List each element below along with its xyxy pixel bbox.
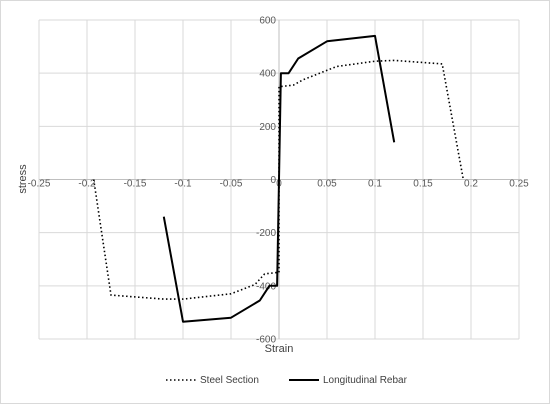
series-lines bbox=[92, 34, 465, 323]
y-tick-label: 400 bbox=[259, 69, 276, 80]
x-tick-label: -0.15 bbox=[124, 179, 147, 190]
x-tick-label: 0.25 bbox=[509, 179, 529, 190]
x-tick-label: -0.1 bbox=[174, 179, 192, 190]
x-tick-label: -0.05 bbox=[220, 179, 243, 190]
y-tick-label: 200 bbox=[259, 122, 276, 133]
legend: Steel Section Longitudinal Rebar bbox=[166, 375, 408, 386]
y-axis-title: stress bbox=[17, 164, 29, 194]
y-tick-label: -200 bbox=[256, 228, 276, 239]
x-tick-label: -0.2 bbox=[78, 179, 96, 190]
x-tick-label: 0.05 bbox=[317, 179, 337, 190]
y-tick-label: 0 bbox=[270, 175, 276, 186]
x-tick-label: 0.1 bbox=[368, 179, 382, 190]
legend-label-steel-section: Steel Section bbox=[200, 375, 259, 386]
x-tick-label: 0.2 bbox=[464, 179, 478, 190]
series-line-longitudinal-rebar bbox=[162, 34, 396, 323]
y-tick-labels: -600 -400 -200 0 200 400 600 bbox=[256, 16, 276, 346]
y-tick-label: -400 bbox=[256, 281, 276, 292]
x-tick-label: 0.15 bbox=[413, 179, 433, 190]
y-tick-label: -600 bbox=[256, 335, 276, 346]
x-axis-title: Strain bbox=[265, 343, 294, 355]
y-tick-label: 600 bbox=[259, 16, 276, 27]
x-tick-label: -0.25 bbox=[28, 179, 51, 190]
legend-label-longitudinal-rebar: Longitudinal Rebar bbox=[323, 375, 408, 386]
